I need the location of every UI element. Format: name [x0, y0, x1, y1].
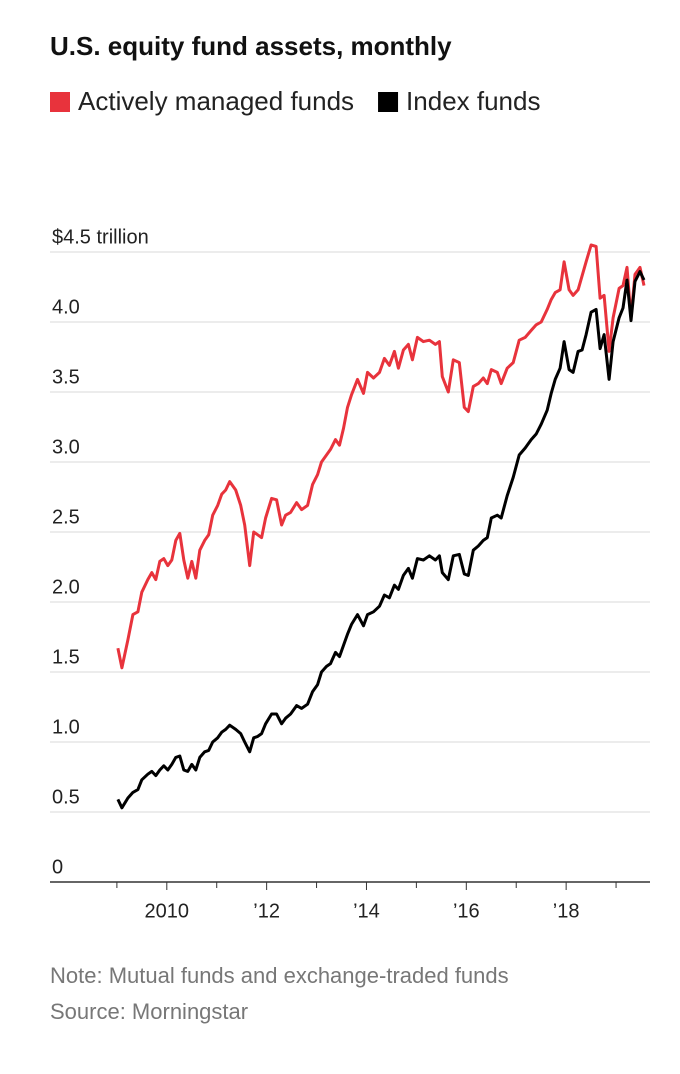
note: Note: Mutual funds and exchange-traded f… [50, 963, 509, 988]
y-tick-label: 3.5 [52, 366, 80, 388]
y-tick-label: 4.0 [52, 296, 80, 318]
source: Source: Morningstar [50, 999, 248, 1024]
series-line [116, 243, 646, 670]
legend-label: Actively managed funds [78, 86, 354, 116]
legend-swatch [378, 92, 399, 112]
y-tick-label: 2.0 [52, 576, 80, 598]
legend-label: Index funds [406, 86, 540, 116]
x-tick-label: ’16 [453, 900, 480, 922]
chart-title: U.S. equity fund assets, monthly [50, 31, 452, 61]
series-line [116, 270, 646, 810]
y-tick-label: $4.5 trillion [52, 226, 149, 248]
y-tick-label: 0.5 [52, 786, 80, 808]
y-tick-label: 3.0 [52, 436, 80, 458]
x-tick-label: 2010 [145, 900, 190, 922]
y-tick-label: 2.5 [52, 506, 80, 528]
x-tick-label: ’18 [553, 900, 580, 922]
x-tick-label: ’14 [353, 900, 380, 922]
y-tick-label: 1.5 [52, 646, 80, 668]
y-tick-label: 1.0 [52, 716, 80, 738]
legend-swatch [50, 92, 70, 112]
x-tick-label: ’12 [253, 900, 280, 922]
y-tick-label: 0 [52, 856, 63, 878]
